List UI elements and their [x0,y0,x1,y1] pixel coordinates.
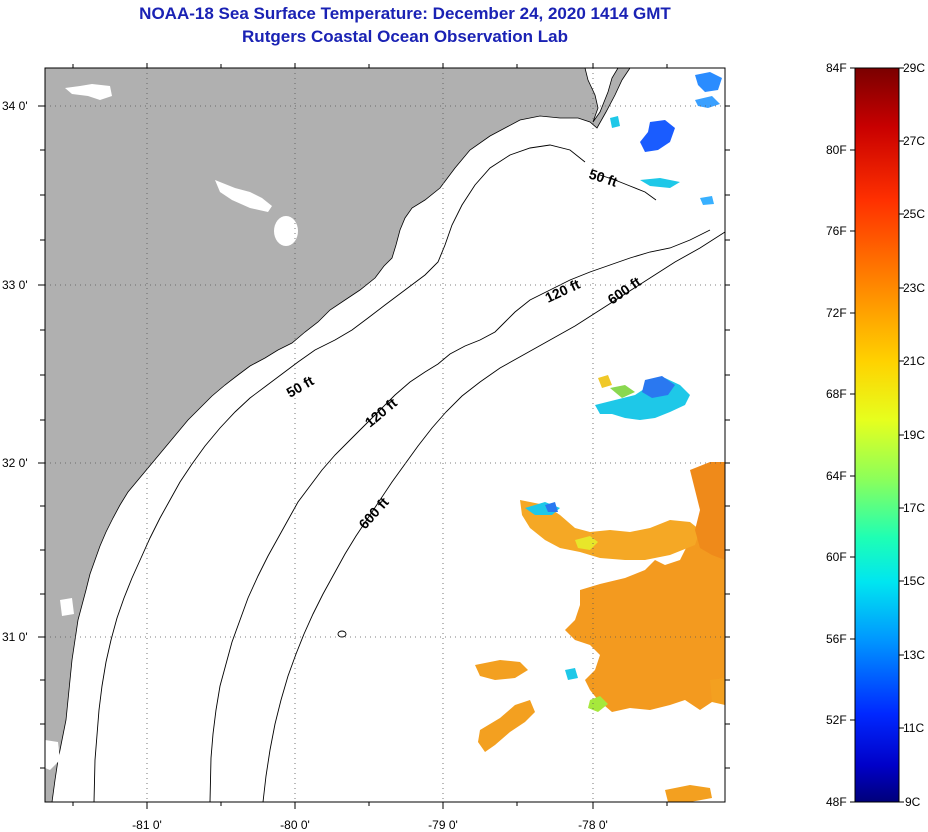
colorbar-c-label: 17C [903,501,925,515]
longitude-labels: -81 0' -80 0' -79 0' -78 0' [132,818,608,832]
colorbar-gradient [854,67,900,803]
isobath-contours [93,144,725,802]
axis-ticks [38,63,730,809]
lon-label: -81 0' [132,818,162,832]
contour-600ft [262,231,725,802]
colorbar-c-label: 9C [905,795,921,809]
colorbar-f-label: 56F [826,632,847,646]
colorbar-c-label: 19C [903,428,925,442]
lon-label: -80 0' [280,818,310,832]
colorbar-c-label: 29C [903,61,925,75]
colorbar-f-label: 48F [826,795,847,809]
colorbar: 84F 80F 76F 72F 68F 64F 60F 56F 52F 48F … [826,61,925,809]
colorbar-c-label: 21C [903,354,925,368]
land-mass [45,68,631,802]
colorbar-c-label: 23C [903,281,925,295]
contour-small-loop [337,630,347,638]
colorbar-f-label: 52F [826,713,847,727]
lat-label: 32 0' [2,456,28,470]
latitude-labels: 34 0' 33 0' 32 0' 31 0' [2,99,28,644]
colorbar-c-label: 25C [903,207,925,221]
map-frame [44,67,726,803]
colorbar-f-label: 80F [826,143,847,157]
lon-label: -79 0' [428,818,458,832]
contour-120ft [209,229,711,802]
colorbar-f-label: 72F [826,306,847,320]
map-title: NOAA-18 Sea Surface Temperature: Decembe… [139,4,671,23]
contour-50ft [93,144,586,802]
inland-lakes [45,84,298,770]
lat-label: 31 0' [2,630,28,644]
colorbar-f-label: 76F [826,224,847,238]
contour-50ft-north [599,174,657,201]
lon-label: -78 0' [578,818,608,832]
colorbar-f-label: 60F [826,550,847,564]
colorbar-c-label: 27C [903,134,925,148]
colorbar-f-label: 68F [826,387,847,401]
colorbar-c-label: 15C [903,574,925,588]
colorbar-f-label: 64F [826,469,847,483]
colorbar-c-label: 11C [903,721,924,735]
colorbar-c-label: 13C [903,648,925,662]
map-subtitle: Rutgers Coastal Ocean Observation Lab [242,27,568,46]
lat-label: 34 0' [2,99,28,113]
colorbar-ticks [850,67,904,803]
colorbar-f-label: 84F [826,61,847,75]
sst-patches [475,72,725,802]
lat-label: 33 0' [2,278,28,292]
graticule [45,68,725,802]
